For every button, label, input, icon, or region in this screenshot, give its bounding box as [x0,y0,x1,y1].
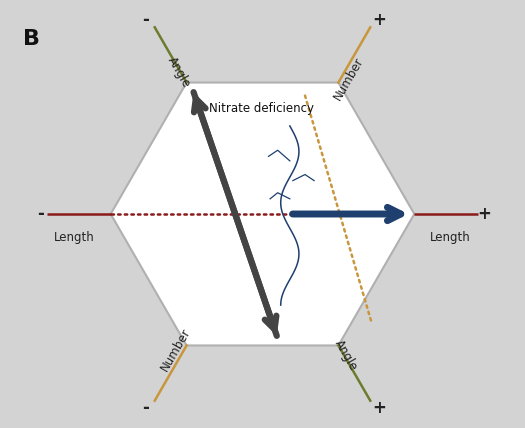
Text: -: - [37,205,44,223]
Polygon shape [111,83,414,345]
Text: Angle: Angle [332,338,360,373]
Text: Length: Length [430,231,471,244]
Text: Number: Number [159,326,194,373]
Text: -: - [142,11,149,29]
Text: Length: Length [54,231,94,244]
Text: +: + [477,205,491,223]
Text: -: - [142,399,149,417]
Text: B: B [23,29,40,49]
Text: +: + [372,399,386,417]
Text: Nitrate deficiency: Nitrate deficiency [209,102,314,115]
Text: +: + [372,11,386,29]
Text: Number: Number [331,55,366,102]
Text: Angle: Angle [165,55,193,90]
